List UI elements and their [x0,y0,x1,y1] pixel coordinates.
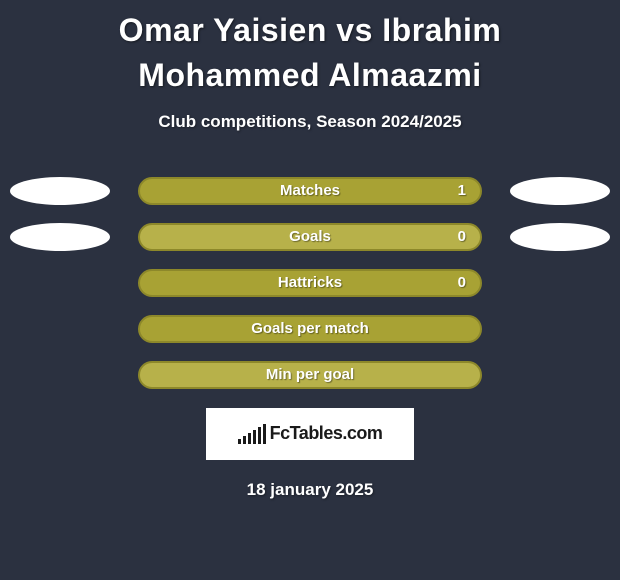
logo-bar-segment [258,427,261,444]
stat-value: 1 [458,182,466,199]
logo-box: FcTables.com [206,408,414,460]
logo-bar-segment [263,424,266,444]
stat-value: 0 [458,228,466,245]
logo-chart-icon [238,424,266,444]
stat-bar: Goals 0 [138,223,482,251]
right-ellipse [510,177,610,205]
logo-bar-segment [253,430,256,444]
page-title: Omar Yaisien vs Ibrahim Mohammed Almaazm… [0,0,620,98]
stat-row: Matches 1 [0,168,620,214]
stat-label: Goals [289,228,331,245]
date-text: 18 january 2025 [0,480,620,500]
stat-label: Matches [280,182,340,199]
stat-label: Goals per match [251,320,369,337]
left-ellipse [10,177,110,205]
logo-text: FcTables.com [270,423,383,444]
stat-row: Goals per match [0,306,620,352]
stat-bar: Goals per match [138,315,482,343]
main-container: Omar Yaisien vs Ibrahim Mohammed Almaazm… [0,0,620,580]
stat-value: 0 [458,274,466,291]
logo-bar-segment [243,436,246,444]
right-ellipse [510,223,610,251]
stat-bar: Hattricks 0 [138,269,482,297]
stat-bar: Min per goal [138,361,482,389]
stat-label: Hattricks [278,274,342,291]
stat-label: Min per goal [266,366,354,383]
stat-row: Min per goal [0,352,620,398]
stat-row: Hattricks 0 [0,260,620,306]
subtitle: Club competitions, Season 2024/2025 [0,112,620,132]
logo-bar-segment [238,439,241,444]
stat-row: Goals 0 [0,214,620,260]
stats-area: Matches 1 Goals 0 Hattricks 0 Goals per match M… [0,168,620,398]
logo-bar-segment [248,433,251,444]
left-ellipse [10,223,110,251]
logo-content: FcTables.com [238,423,383,444]
stat-bar: Matches 1 [138,177,482,205]
